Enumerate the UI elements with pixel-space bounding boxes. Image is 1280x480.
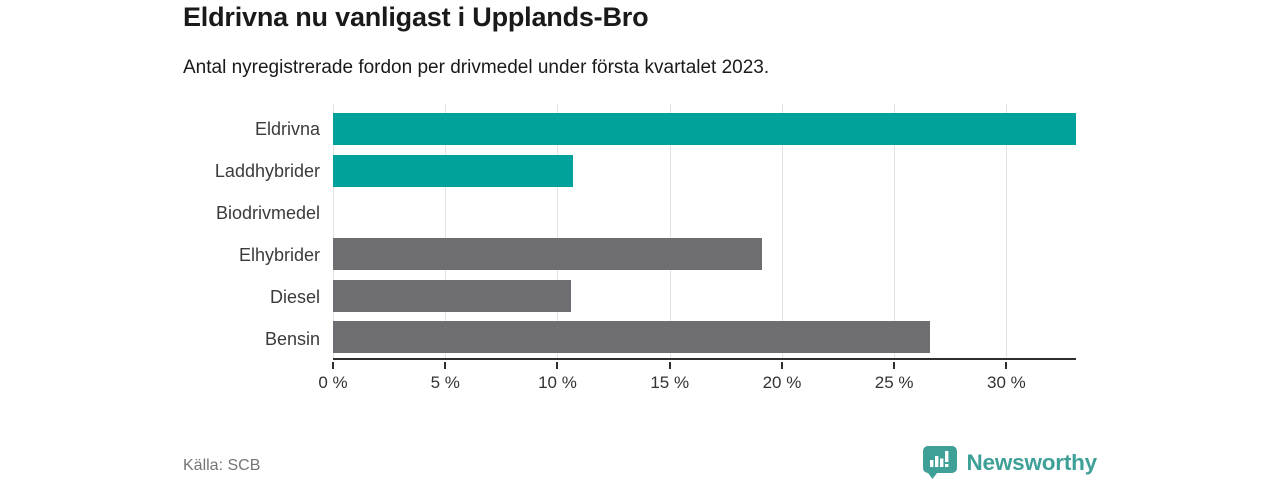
gridline	[333, 104, 334, 358]
row-label: Laddhybrider	[214, 160, 320, 181]
x-axis: 0 % 5 % 10 % 15 % 20 % 25 % 30 %	[318, 362, 1076, 402]
bar	[333, 279, 571, 312]
axis-tick-label: 25 %	[874, 373, 914, 392]
bar-row	[333, 150, 1076, 192]
row-label: Biodrivmedel	[215, 202, 320, 223]
gridline	[445, 104, 447, 358]
axis-tick	[668, 362, 671, 369]
bar-row	[333, 108, 1076, 150]
gridline	[781, 104, 783, 358]
bar	[333, 112, 1076, 145]
axis-tick	[332, 362, 334, 369]
axis-tick	[893, 362, 896, 369]
source-note: Källa: SCB	[183, 457, 261, 474]
plot-area	[333, 104, 1076, 360]
axis-tick-label: 10 %	[538, 373, 577, 392]
gridline	[1006, 104, 1008, 358]
bar	[333, 154, 574, 187]
row-label: Bensin	[264, 328, 320, 349]
axis-tick-label: 5 %	[430, 373, 460, 392]
axis-tick-label: 15 %	[650, 373, 690, 392]
axis-tick-label: 0 %	[318, 373, 348, 392]
row-labels: Eldrivna Laddhybrider Biodrivmedel Elhybrid…	[0, 108, 320, 360]
bar-row	[333, 316, 1076, 358]
newsworthy-icon	[923, 446, 958, 479]
axis-tick	[556, 362, 559, 369]
bar-row	[333, 191, 1076, 233]
bar	[333, 237, 762, 270]
bar	[333, 321, 931, 354]
row-label: Diesel	[269, 286, 320, 307]
axis-tick	[444, 362, 447, 369]
newsworthy-logo: Newsworthy	[923, 446, 1097, 479]
gridline	[557, 104, 559, 358]
gridline	[669, 104, 671, 358]
axis-tick-label: 30 %	[987, 373, 1026, 392]
axis-tick	[1005, 362, 1008, 369]
row-label: Elhybrider	[238, 244, 320, 265]
chart-subtitle: Antal nyregistrerade fordon per drivmede…	[183, 57, 770, 78]
axis-tick	[780, 362, 783, 369]
bar-row	[333, 275, 1076, 317]
newsworthy-wordmark: Newsworthy	[966, 449, 1097, 475]
bar-row	[333, 233, 1076, 275]
bar-rows	[333, 108, 1076, 358]
row-label: Eldrivna	[254, 118, 320, 139]
gridline	[894, 104, 896, 358]
axis-tick-label: 20 %	[762, 373, 802, 392]
gridlines	[333, 104, 1076, 358]
chart-title: Eldrivna nu vanligast i Upplands-Bro	[183, 2, 649, 32]
